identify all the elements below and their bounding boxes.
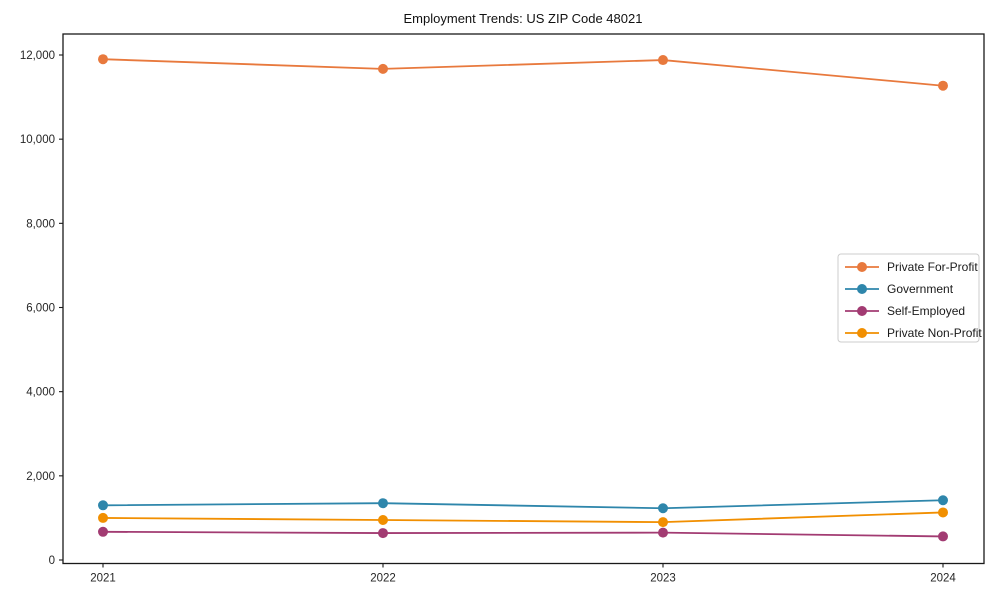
legend-marker bbox=[857, 262, 867, 272]
x-tick-label: 2024 bbox=[930, 573, 956, 585]
legend-entry: Private Non-Profit bbox=[845, 326, 982, 340]
data-point-marker bbox=[658, 55, 668, 66]
x-tick-label: 2023 bbox=[650, 573, 676, 585]
data-point-marker bbox=[378, 528, 388, 539]
data-point-marker bbox=[378, 63, 388, 74]
legend-label: Self-Employed bbox=[887, 304, 965, 318]
data-point-marker bbox=[98, 54, 108, 65]
x-tick-label: 2022 bbox=[370, 573, 396, 585]
y-tick-label: 10,000 bbox=[20, 134, 55, 146]
series-line bbox=[102, 511, 944, 524]
legend-label: Private Non-Profit bbox=[887, 326, 982, 340]
legend-marker bbox=[857, 328, 867, 338]
series-line bbox=[102, 58, 944, 87]
data-point-marker bbox=[938, 495, 948, 506]
legend-label: Government bbox=[887, 282, 954, 296]
series-line bbox=[102, 530, 944, 538]
legend-entry: Private For-Profit bbox=[845, 260, 978, 274]
legend-box bbox=[837, 253, 980, 343]
legend-marker bbox=[857, 306, 867, 316]
plot-area: 0 2,000 4,000 6,000 8,000 10,000 12,000 2021 202… bbox=[20, 33, 985, 585]
y-tick-label: 12,000 bbox=[20, 50, 55, 62]
chart-legend: Private For-Profit Government Self-Employe… bbox=[837, 253, 982, 343]
chart-title: Employment Trends: US ZIP Code 48021 bbox=[404, 11, 643, 26]
y-tick-label: 4,000 bbox=[26, 387, 55, 399]
y-tick-label: 8,000 bbox=[26, 218, 55, 230]
x-tick-label: 2021 bbox=[90, 573, 116, 585]
data-point-marker bbox=[938, 531, 948, 542]
data-point-marker bbox=[378, 498, 388, 509]
y-tick-label: 0 bbox=[49, 555, 55, 567]
legend-marker bbox=[857, 284, 867, 294]
data-point-marker bbox=[658, 503, 668, 514]
y-tick-label: 6,000 bbox=[26, 303, 55, 315]
legend-entry: Self-Employed bbox=[845, 304, 965, 318]
legend-entry: Government bbox=[845, 282, 954, 296]
data-point-marker bbox=[98, 526, 108, 537]
series-line bbox=[102, 499, 944, 510]
data-point-marker bbox=[98, 512, 108, 523]
legend-label: Private For-Profit bbox=[887, 260, 978, 274]
data-point-marker bbox=[98, 500, 108, 511]
data-point-marker bbox=[938, 507, 948, 518]
data-point-marker bbox=[658, 517, 668, 528]
plot-spines bbox=[62, 33, 985, 565]
y-tick-label: 2,000 bbox=[26, 471, 55, 483]
data-point-marker bbox=[938, 80, 948, 91]
data-point-marker bbox=[378, 515, 388, 526]
data-point-marker bbox=[658, 527, 668, 538]
